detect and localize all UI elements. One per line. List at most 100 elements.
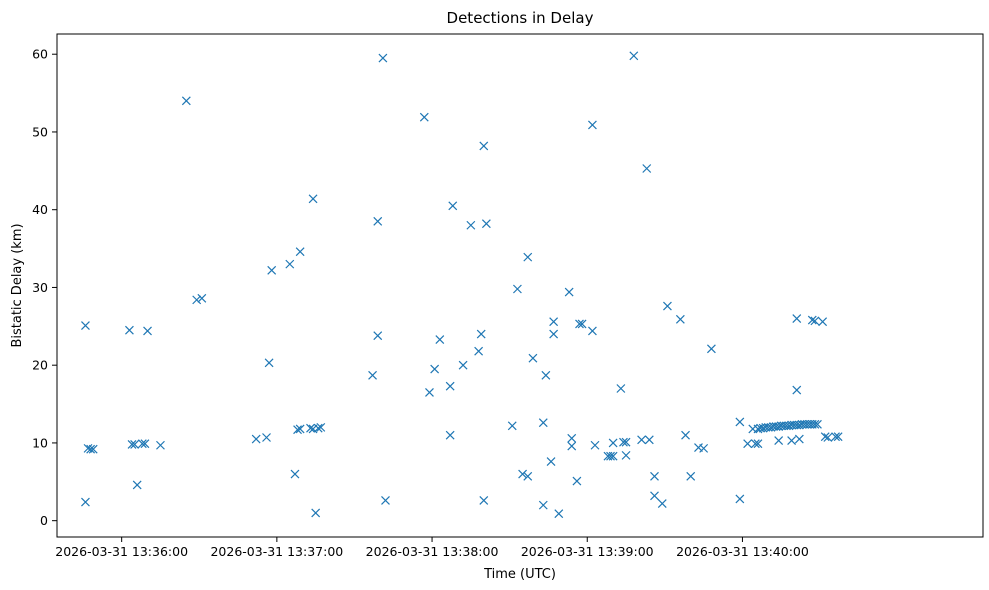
data-point-96	[743, 439, 753, 449]
data-point-64	[567, 433, 577, 443]
data-point-32	[368, 370, 377, 380]
data-point-66	[572, 476, 582, 486]
data-point-130	[813, 419, 822, 429]
data-point-131	[818, 317, 828, 327]
data-point-86	[657, 499, 667, 508]
data-point-88	[675, 314, 685, 324]
data-point-93	[706, 344, 716, 354]
data-point-82	[642, 164, 652, 173]
data-point-28	[311, 508, 321, 518]
data-point-25	[306, 423, 315, 433]
data-point-22	[293, 425, 302, 435]
data-point-1	[81, 497, 90, 507]
data-point-47	[479, 141, 489, 151]
data-point-78	[621, 450, 631, 460]
data-point-23	[295, 247, 305, 257]
data-point-77	[619, 437, 628, 447]
data-point-87	[663, 301, 672, 311]
data-point-34	[378, 53, 388, 63]
y-tick-label: 20	[32, 358, 48, 373]
data-point-44	[466, 220, 476, 230]
data-point-33	[373, 331, 383, 341]
data-point-67	[575, 319, 584, 329]
data-point-16	[251, 434, 261, 444]
data-point-94	[735, 417, 745, 427]
plot-frame	[56, 33, 984, 538]
data-point-24	[295, 424, 305, 434]
data-point-50	[507, 421, 517, 431]
x-axis: 2026-03-31 13:36:00 2026-03-31 13:37:00 20…	[55, 537, 809, 559]
y-tick-label: 40	[32, 202, 48, 217]
data-point-75	[608, 451, 618, 461]
data-point-35	[381, 496, 390, 505]
y-axis-label: Bistatic Delay (km)	[10, 223, 25, 347]
data-point-26	[308, 194, 318, 204]
y-tick-label: 30	[32, 280, 48, 295]
data-point-15	[197, 293, 207, 303]
data-point-85	[650, 491, 659, 501]
data-point-74	[608, 438, 618, 448]
data-point-45	[474, 346, 484, 356]
data-point-95	[735, 494, 745, 504]
data-point-55	[528, 353, 538, 363]
data-point-14	[192, 295, 202, 305]
x-tick-label: 2026-03-31 13:40:00	[676, 544, 809, 559]
data-point-69	[588, 326, 597, 336]
data-point-29	[313, 423, 323, 433]
data-point-49	[479, 496, 489, 505]
data-point-61	[549, 329, 559, 339]
data-point-12	[156, 440, 165, 450]
data-point-57	[541, 370, 551, 380]
data-point-18	[264, 358, 274, 368]
data-point-92	[699, 443, 709, 453]
data-point-58	[538, 500, 548, 510]
data-point-40	[445, 381, 455, 391]
data-point-62	[554, 509, 564, 519]
data-point-89	[681, 430, 690, 440]
data-point-90	[686, 471, 696, 481]
data-point-51	[512, 284, 522, 294]
x-tick-label: 2026-03-31 13:39:00	[521, 544, 654, 559]
data-point-135	[833, 432, 843, 442]
data-point-133	[823, 433, 833, 442]
data-point-59	[546, 457, 556, 467]
data-point-81	[637, 435, 646, 445]
data-point-79	[621, 437, 631, 447]
data-point-20	[285, 259, 295, 269]
x-tick-label: 2026-03-31 13:38:00	[366, 544, 499, 559]
data-point-129	[810, 419, 820, 429]
data-point-60	[549, 317, 559, 327]
data-point-128	[810, 316, 820, 326]
data-point-65	[567, 441, 577, 451]
data-point-39	[435, 335, 445, 344]
x-tick-label: 2026-03-31 13:36:00	[55, 544, 188, 559]
data-point-54	[523, 471, 533, 481]
data-point-31	[373, 216, 383, 226]
data-point-126	[807, 315, 817, 325]
data-point-80	[629, 51, 639, 61]
data-point-108	[774, 436, 784, 446]
data-point-98	[750, 439, 760, 449]
data-point-70	[588, 120, 597, 130]
data-point-6	[127, 440, 137, 449]
x-tick-label: 2026-03-31 13:37:00	[210, 544, 343, 559]
data-point-52	[518, 469, 528, 479]
data-point-0	[81, 321, 90, 330]
data-point-83	[644, 435, 654, 445]
y-tick-label: 0	[40, 513, 48, 528]
data-point-118	[792, 314, 802, 323]
data-point-71	[590, 440, 600, 450]
data-point-5	[125, 325, 134, 335]
data-point-76	[616, 384, 626, 393]
data-point-21	[290, 469, 300, 479]
data-point-37	[425, 387, 434, 397]
data-point-10	[140, 439, 150, 449]
data-point-42	[448, 201, 458, 211]
data-point-11	[143, 326, 152, 336]
data-point-46	[476, 329, 486, 339]
data-point-120	[794, 434, 804, 444]
data-point-7	[130, 440, 140, 449]
data-point-19	[267, 265, 277, 275]
y-tick-label: 60	[32, 47, 48, 62]
data-point-134	[831, 432, 840, 442]
